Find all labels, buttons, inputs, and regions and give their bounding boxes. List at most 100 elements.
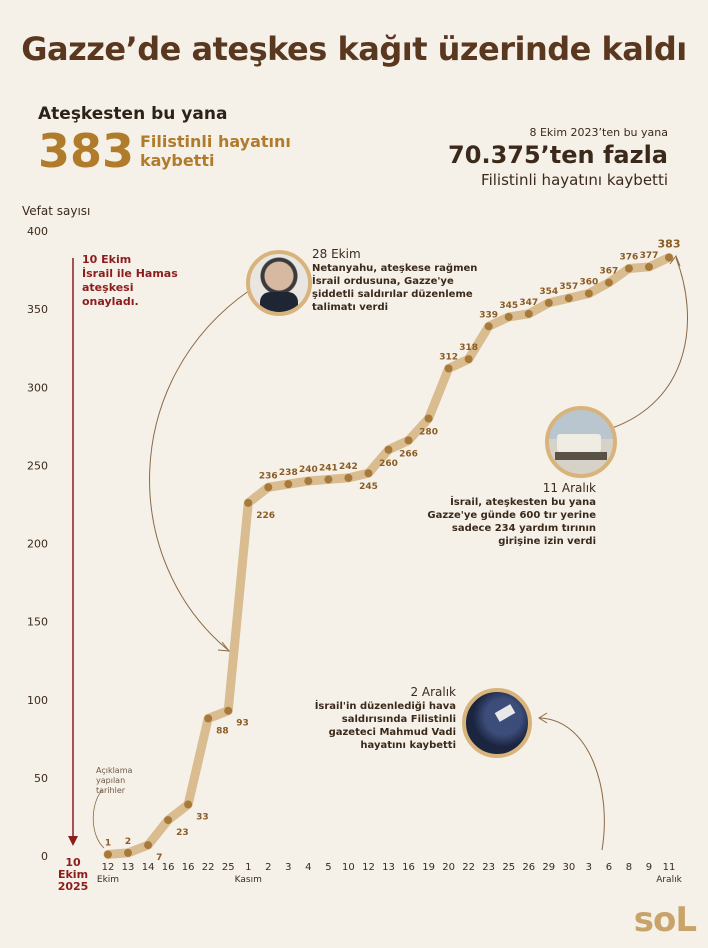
x-tick-label: 22	[462, 862, 475, 873]
data-point	[204, 714, 213, 723]
ceasefire-text: İsrail ile Hamas ateşkesi onayladı.	[82, 267, 178, 308]
data-label: 2	[125, 837, 131, 847]
dec11-arrowhead	[669, 254, 681, 267]
data-point	[344, 473, 353, 482]
summary-block: Ateşkesten bu yana 383 Filistinli hayatı…	[38, 104, 291, 178]
annotation-dec2: 2 Aralık İsrail'in düzenlediği hava sald…	[300, 686, 456, 752]
summary-desc: Filistinli hayatını kaybetti	[140, 132, 291, 170]
x-tick-label: 11	[663, 862, 676, 873]
data-point	[324, 475, 333, 484]
x-month-label: Aralık	[656, 875, 682, 885]
annotation-dec2-date: 2 Aralık	[410, 685, 456, 699]
press-label-shape	[494, 704, 516, 722]
data-label: 238	[279, 468, 298, 478]
data-label: 23	[176, 828, 189, 838]
y-tick-label: 400	[27, 225, 48, 238]
data-point	[644, 262, 653, 271]
x-tick-label: 25	[502, 862, 515, 873]
annotation-oct28-text: Netanyahu, ateşkese rağmen İsrail ordusu…	[312, 263, 478, 313]
x-tick-label: 2	[265, 862, 271, 873]
x-tick-label: 25	[222, 862, 235, 873]
data-label: 240	[299, 465, 318, 475]
data-label: 318	[459, 343, 478, 353]
data-label: 241	[319, 463, 338, 473]
x-tick-label: 4	[305, 862, 311, 873]
sol-logo: soL	[633, 900, 697, 940]
x-tick-label: 5	[325, 862, 331, 873]
data-point	[164, 816, 173, 825]
x-tick-label: 16	[402, 862, 415, 873]
ceasefire-note: 10 Ekim İsrail ile Hamas ateşkesi onayla…	[82, 253, 192, 309]
data-point	[244, 498, 253, 507]
data-label: 377	[640, 251, 659, 261]
x-tick-label: 3	[586, 862, 592, 873]
annotation-dec2-text: İsrail'in düzenlediği hava saldırısında …	[314, 701, 456, 751]
data-label: 1	[105, 838, 111, 848]
x-tick-label: 9	[646, 862, 652, 873]
total-block: 8 Ekim 2023’ten bu yana 70.375’ten fazla…	[448, 126, 668, 189]
y-tick-label: 150	[27, 616, 48, 629]
data-point	[484, 322, 493, 331]
data-point	[604, 278, 613, 287]
data-point	[384, 445, 393, 454]
x-tick-label: 14	[142, 862, 155, 873]
data-label: 367	[599, 267, 618, 277]
data-label: 354	[539, 287, 558, 297]
annotation-oct28-date: 28 Ekim	[312, 247, 361, 261]
x-tick-label: 29	[542, 862, 555, 873]
data-point	[224, 706, 233, 715]
data-point	[504, 312, 513, 321]
data-label: 236	[259, 471, 278, 481]
data-label: 33	[196, 812, 209, 822]
total-desc: Filistinli hayatını kaybetti	[481, 171, 668, 189]
data-point	[184, 800, 193, 809]
data-label: 339	[479, 310, 498, 320]
data-point	[104, 850, 112, 859]
summary-number: 383	[38, 124, 135, 178]
aid-trucks-photo	[545, 406, 617, 478]
data-point	[544, 298, 553, 307]
x-tick-label: 19	[422, 862, 435, 873]
y-tick-label: 350	[27, 303, 48, 316]
data-point	[624, 264, 633, 273]
data-point	[584, 289, 593, 298]
data-label: 266	[399, 449, 418, 459]
netanyahu-photo	[246, 250, 312, 316]
data-label: 360	[579, 278, 598, 288]
data-label: 88	[216, 727, 229, 737]
oct28-connector	[149, 289, 251, 651]
data-point	[464, 355, 473, 364]
truck-load-shape	[557, 434, 601, 452]
x-tick-label: 12	[102, 862, 115, 873]
data-label: 93	[236, 719, 249, 729]
data-label: 345	[499, 301, 518, 311]
data-label: 260	[379, 459, 398, 469]
data-point	[444, 364, 453, 373]
ceasefire-axis-label: Ekim	[58, 868, 88, 881]
x-tick-label: 12	[362, 862, 375, 873]
page-title: Gazze’de ateşkes kağıt üzerinde kaldı	[21, 30, 687, 68]
x-month-label: Ekim	[97, 875, 119, 885]
y-tick-label: 200	[27, 538, 48, 551]
y-tick-label: 100	[27, 694, 48, 707]
data-point	[665, 253, 673, 262]
y-axis-label: Vefat sayısı	[22, 204, 90, 218]
data-label: 242	[339, 462, 358, 472]
x-tick-label: 16	[162, 862, 175, 873]
x-tick-label: 13	[122, 862, 135, 873]
data-label: 7	[156, 853, 162, 863]
annotation-dec11: 11 Aralık İsrail, ateşkesten bu yana Gaz…	[420, 482, 596, 548]
x-tick-label: 8	[626, 862, 632, 873]
data-label: 245	[359, 482, 378, 492]
data-point	[264, 483, 273, 492]
x-tick-label: 20	[442, 862, 455, 873]
total-since: 8 Ekim 2023’ten bu yana	[529, 126, 668, 139]
data-point	[144, 841, 153, 850]
data-point	[524, 309, 533, 318]
dec2-arrowhead	[538, 712, 548, 724]
dec2-connector	[539, 717, 605, 851]
x-tick-label: 23	[482, 862, 495, 873]
x-tick-label: 10	[342, 862, 355, 873]
dates-note-connector	[92, 789, 105, 849]
